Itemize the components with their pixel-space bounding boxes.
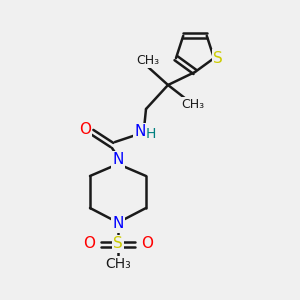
Text: N: N (112, 217, 124, 232)
Text: CH₃: CH₃ (105, 257, 131, 271)
Text: O: O (83, 236, 95, 251)
Text: S: S (213, 51, 223, 66)
Text: N: N (134, 124, 146, 140)
Text: N: N (112, 152, 124, 167)
Text: O: O (141, 236, 153, 251)
Text: CH₃: CH₃ (182, 98, 205, 110)
Text: S: S (113, 236, 123, 251)
Text: O: O (79, 122, 91, 137)
Text: CH₃: CH₃ (136, 53, 160, 67)
Text: H: H (146, 127, 156, 141)
